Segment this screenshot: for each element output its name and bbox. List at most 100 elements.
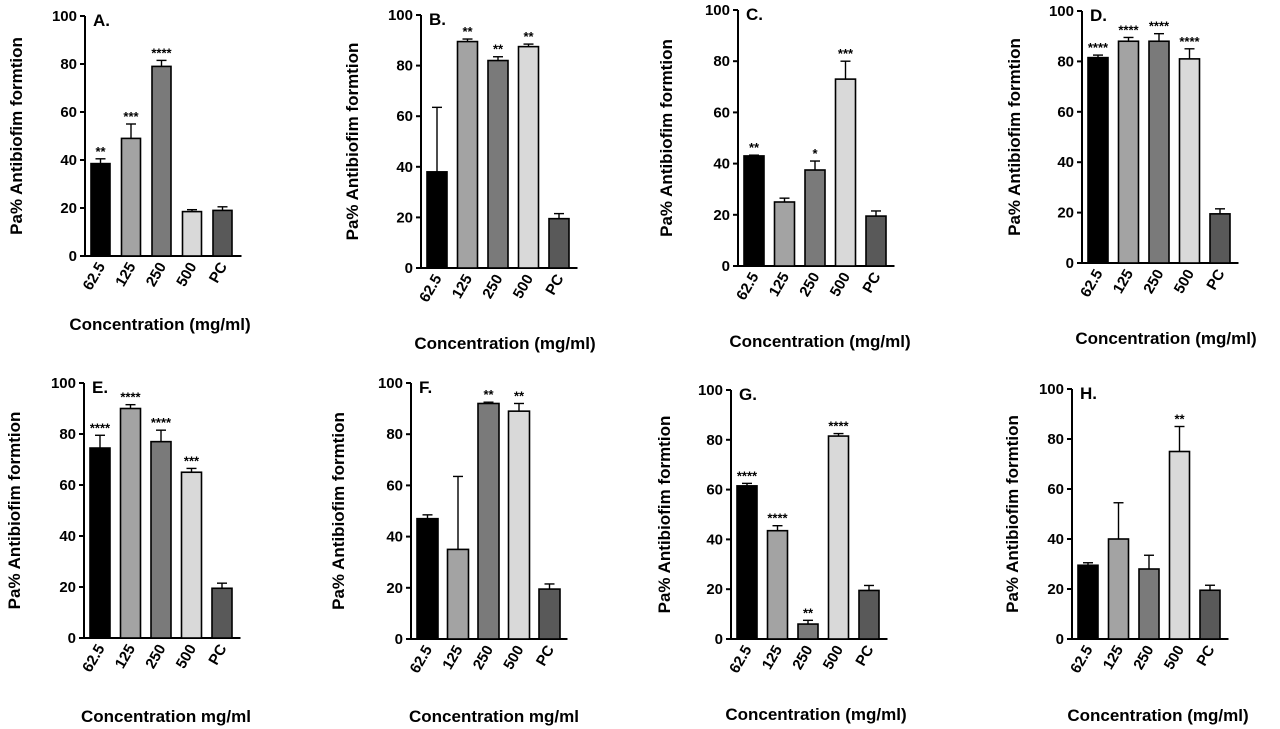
significance-label: ** <box>462 24 473 39</box>
y-tick-label: 20 <box>1057 205 1074 222</box>
significance-label: **** <box>151 45 172 60</box>
significance-label: *** <box>838 46 854 61</box>
bar-500 <box>1168 450 1191 640</box>
y-tick-label: 20 <box>713 207 730 224</box>
significance-label: **** <box>90 420 111 435</box>
x-axis-title: Concentration (mg/ml) <box>1075 329 1256 348</box>
y-tick-label: 0 <box>395 631 403 648</box>
panel-letter: B. <box>429 10 446 29</box>
y-axis-title: Pa% Antibiofim formtion <box>1003 415 1022 613</box>
y-tick-label: 60 <box>386 477 403 494</box>
x-tick-label: 62.5 <box>1067 643 1096 677</box>
y-tick-label: 0 <box>405 260 413 277</box>
y-tick-label: 20 <box>386 580 403 597</box>
y-tick-label: 100 <box>51 375 76 392</box>
y-tick-label: 0 <box>1066 255 1074 272</box>
y-tick-label: 20 <box>396 209 413 226</box>
significance-label: ** <box>749 140 760 155</box>
x-axis-title: Concentration (mg/ml) <box>69 315 250 334</box>
significance-label: ** <box>803 605 814 620</box>
panel-letter: G. <box>739 385 757 404</box>
y-axis-title: Pa% Antibiofim formtion <box>7 37 26 235</box>
y-tick-label: 60 <box>1057 104 1074 121</box>
y-axis-title: Pa% Antibiofim formtion <box>657 39 676 237</box>
significance-label: **** <box>120 390 141 405</box>
y-tick-label: 0 <box>68 630 76 647</box>
y-tick-label: 40 <box>60 152 77 169</box>
y-tick-label: 100 <box>705 2 730 19</box>
significance-label: *** <box>184 453 200 468</box>
y-tick-label: 40 <box>1057 154 1074 171</box>
y-tick-label: 40 <box>386 529 403 546</box>
bar-PC <box>1199 589 1221 640</box>
significance-label: **** <box>828 419 849 434</box>
x-axis-title: Concentration (mg/ml) <box>1067 706 1248 725</box>
y-tick-label: 80 <box>59 426 76 443</box>
y-tick-label: 80 <box>386 426 403 443</box>
y-tick-label: 80 <box>713 53 730 70</box>
significance-label: * <box>812 146 818 161</box>
bar-250 <box>1138 568 1160 640</box>
y-tick-label: 80 <box>1057 53 1074 70</box>
y-tick-label: 0 <box>722 258 730 275</box>
y-tick-label: 40 <box>713 156 730 173</box>
panel-letter: A. <box>93 11 110 30</box>
x-axis-title: Concentration mg/ml <box>409 707 579 726</box>
significance-label: ** <box>483 387 494 402</box>
y-tick-label: 60 <box>396 108 413 125</box>
significance-label: ** <box>493 42 504 57</box>
y-tick-label: 40 <box>1047 531 1064 548</box>
y-axis-title: Pa% Antibiofim formtion <box>343 43 362 241</box>
y-tick-label: 80 <box>60 56 77 73</box>
significance-label: **** <box>1088 40 1109 55</box>
y-tick-label: 20 <box>60 200 77 217</box>
significance-label: *** <box>123 109 139 124</box>
x-tick-label: PC <box>1193 642 1218 669</box>
x-tick-label: 500 <box>1161 643 1188 673</box>
significance-label: ** <box>95 144 106 159</box>
y-axis-title: Pa% Antibiofim formtion <box>5 412 24 610</box>
significance-label: **** <box>737 468 758 483</box>
y-tick-label: 20 <box>59 579 76 596</box>
x-tick-label: 125 <box>1100 643 1127 673</box>
y-tick-label: 40 <box>396 159 413 176</box>
y-tick-label: 60 <box>706 482 723 499</box>
y-tick-label: 80 <box>706 432 723 449</box>
x-axis-title: Concentration (mg/ml) <box>725 705 906 724</box>
y-tick-label: 80 <box>1047 431 1064 448</box>
bar-62.5 <box>1077 564 1099 640</box>
y-tick-label: 40 <box>706 531 723 548</box>
y-tick-label: 60 <box>59 477 76 494</box>
significance-label: **** <box>1149 19 1170 34</box>
y-tick-label: 60 <box>713 104 730 121</box>
significance-label: ** <box>514 388 525 403</box>
x-axis-title: Concentration (mg/ml) <box>414 334 595 353</box>
y-tick-label: 100 <box>698 382 723 399</box>
y-tick-label: 60 <box>60 104 77 121</box>
y-tick-label: 100 <box>1049 3 1074 20</box>
x-axis-title: Concentration mg/ml <box>81 707 251 726</box>
panel-letter: E. <box>92 378 108 397</box>
x-axis-title: Concentration (mg/ml) <box>729 332 910 351</box>
significance-label: **** <box>151 415 172 430</box>
panel-letter: C. <box>746 5 763 24</box>
y-tick-label: 100 <box>378 375 403 392</box>
x-tick-label: 250 <box>1130 643 1157 673</box>
y-tick-label: 0 <box>1056 631 1064 648</box>
panel-letter: D. <box>1090 6 1107 25</box>
y-tick-label: 40 <box>59 528 76 545</box>
significance-label: **** <box>1179 34 1200 49</box>
y-tick-label: 60 <box>1047 481 1064 498</box>
significance-label: **** <box>1118 22 1139 37</box>
y-axis-title: Pa% Antibiofim formtion <box>1005 38 1024 236</box>
panel-letter: F. <box>419 378 432 397</box>
y-tick-label: 20 <box>1047 581 1064 598</box>
